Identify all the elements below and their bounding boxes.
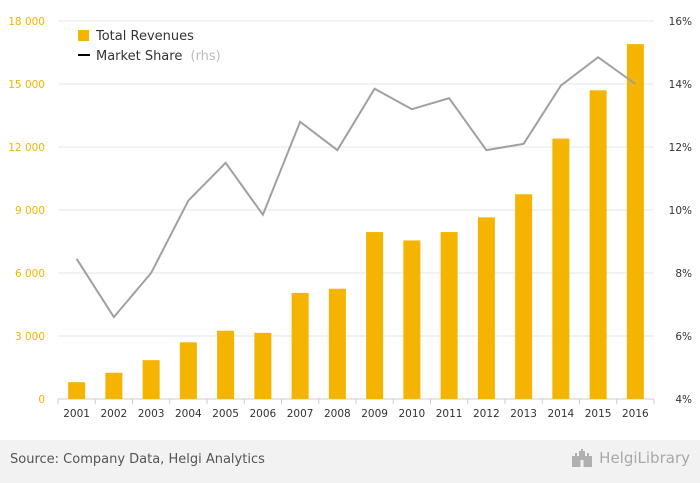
brand-name: HelgiLibrary [599,449,690,467]
revenue-bar [589,90,607,400]
x-tick-label: 2012 [473,408,500,420]
svg-text:Market Share (rhs): Market Share (rhs) [96,49,221,64]
left-tick-label: 18 000 [8,16,45,28]
left-tick-label: 6 000 [15,268,45,280]
brand-logo: HelgiLibrary [571,448,690,468]
right-axis-ticks: 4% 6% 8% 10% 12% 14% 16% [669,16,692,406]
left-tick-label: 3 000 [15,331,45,343]
revenue-bar [440,232,458,399]
right-tick-label: 14% [669,79,692,91]
legend-label-revenues: Total Revenues [95,29,194,44]
revenue-bar [552,138,570,399]
revenue-bar [403,240,421,399]
revenue-bar [105,372,123,399]
revenue-bar [477,217,495,399]
x-tick-label: 2002 [101,408,128,420]
revenue-bar [515,194,533,399]
x-tick-label: 2001 [63,408,90,420]
revenue-bar [68,382,86,399]
revenue-bar [328,288,346,399]
revenue-bar [217,330,235,399]
right-tick-label: 6% [675,331,692,343]
x-axis-ticks: 2001 2002 2003 2004 2005 2006 2007 2008 2009 2010… [57,399,655,420]
x-tick-label: 2008 [324,408,351,420]
right-tick-label: 10% [669,205,692,217]
market-share-line [75,55,636,319]
legend-label-market-share: Market Share [96,49,182,64]
revenue-bars [68,44,644,400]
x-tick-label: 2003 [138,408,165,420]
castle-icon [572,449,593,467]
combo-chart: 0 3 000 6 000 9 000 12 000 15 000 18 000 4% 6% 8… [8,16,692,420]
legend: Total Revenues Market Share (rhs) [78,29,221,64]
x-tick-label: 2016 [622,408,649,420]
left-tick-label: 0 [38,394,45,406]
source-note: Source: Company Data, Helgi Analytics [10,452,265,467]
x-tick-label: 2004 [175,408,202,420]
revenue-bar [254,332,272,399]
revenue-bar [626,44,644,399]
x-tick-label: 2014 [548,408,575,420]
x-tick-label: 2015 [585,408,612,420]
x-tick-label: 2005 [212,408,239,420]
left-tick-label: 9 000 [15,205,45,217]
x-tick-label: 2006 [250,408,277,420]
right-tick-label: 4% [675,394,692,406]
market-share-polyline [75,55,636,319]
left-tick-label: 15 000 [8,79,45,91]
x-tick-label: 2010 [399,408,426,420]
right-tick-label: 12% [669,142,692,154]
revenue-bar [142,360,160,399]
left-tick-label: 12 000 [8,142,45,154]
footer: Source: Company Data, Helgi Analytics He… [0,440,700,483]
x-tick-label: 2009 [361,408,388,420]
revenue-bar [179,342,197,399]
right-tick-label: 16% [669,16,692,28]
revenue-bar [291,292,309,399]
gridlines [58,20,654,400]
x-tick-label: 2013 [510,408,537,420]
right-tick-label: 8% [675,268,692,280]
legend-label-rhs: (rhs) [190,49,220,64]
legend-swatch-revenues [78,30,89,41]
left-axis-ticks: 0 3 000 6 000 9 000 12 000 15 000 18 000 [8,16,45,406]
x-tick-label: 2011 [436,408,463,420]
revenue-bar [366,232,384,399]
x-tick-label: 2007 [287,408,314,420]
